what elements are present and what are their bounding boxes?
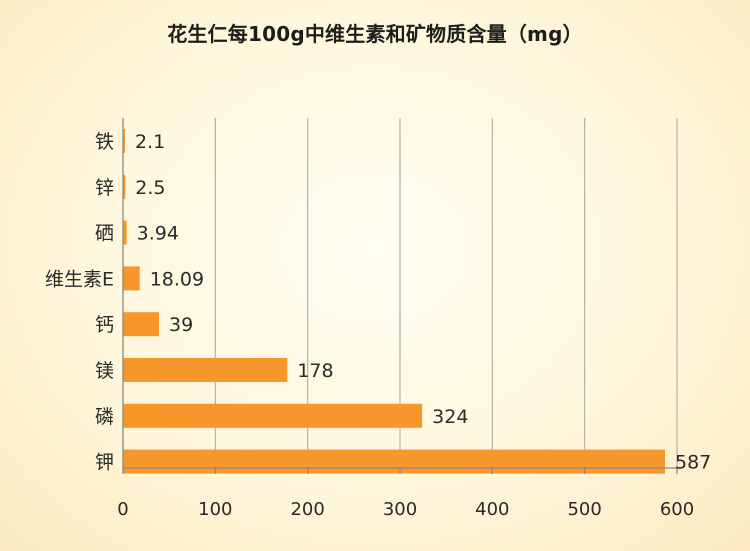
grid-lines [214,118,678,468]
data-label: 2.5 [135,177,165,199]
bar [123,358,288,382]
chart-title: 花生仁每100g中维生素和矿物质含量（mg） [167,22,583,46]
category-label: 锌 [95,177,114,199]
x-tick-label: 600 [660,499,694,520]
x-tick-label: 200 [290,499,324,520]
bars [123,129,665,474]
data-label: 39 [169,314,193,336]
data-label: 2.1 [135,131,165,153]
bar [123,174,126,199]
x-tick-label: 400 [475,499,509,520]
data-label: 178 [297,360,333,382]
axes [122,118,679,474]
x-tick-label: 500 [567,499,601,520]
bar [123,403,423,428]
category-label: 钾 [95,452,114,474]
data-label: 3.94 [137,223,179,245]
x-tick-label: 300 [383,499,417,520]
bar [123,312,160,337]
data-label: 587 [675,452,711,474]
bar [123,220,127,245]
bar [123,266,140,291]
category-label: 镁 [95,360,114,382]
category-label: 磷 [95,406,114,428]
labels: 0 100 200 300 400 500 600 2.1 铁 2.5 锌 3.94 硒 18.09 维生素… [45,131,711,520]
category-label: 维生素E [45,268,114,290]
category-label: 钙 [95,314,114,336]
x-tick-label: 0 [117,499,128,520]
bar [123,449,665,474]
category-label: 硒 [95,223,114,245]
data-label: 324 [432,406,468,428]
category-label: 铁 [95,131,114,153]
bar [123,129,125,153]
data-label: 18.09 [150,268,204,290]
x-tick-label: 100 [198,499,232,520]
